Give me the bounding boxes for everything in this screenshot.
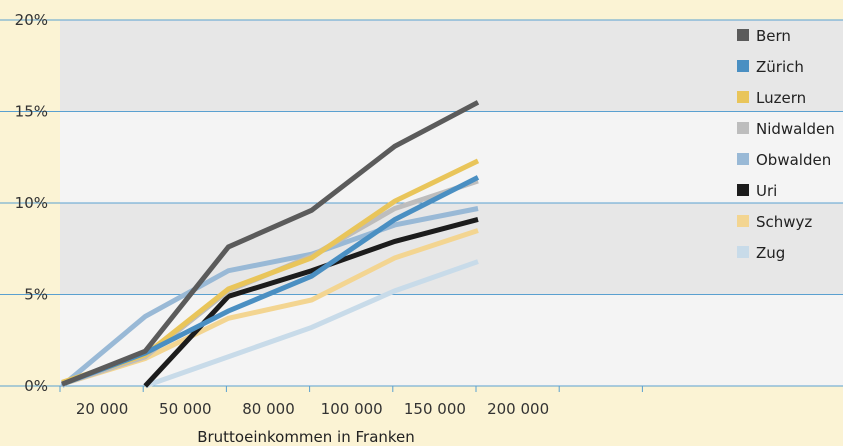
legend-swatch [737,60,749,72]
legend-swatch [737,91,749,103]
legend-label: Obwalden [756,151,831,169]
legend-swatch [737,215,749,227]
y-tick-label: 10% [15,194,48,212]
x-tick-label: 100 000 [321,400,383,418]
background-band [60,20,843,112]
series-line-zug [144,259,479,389]
legend-swatch [737,184,749,196]
x-tick-label: 80 000 [242,400,295,418]
legend-label: Schwyz [756,213,812,231]
y-tick-label: 5% [24,286,48,304]
legend-label: Zug [756,244,785,262]
y-tick-label: 0% [24,377,48,395]
x-tick-label: 50 000 [159,400,212,418]
x-axis-title: Bruttoeinkommen in Franken [197,428,415,446]
legend-label: Luzern [756,89,806,107]
series-line-obwalden [60,206,479,388]
legend-swatch [737,153,749,165]
series-line-bern [61,100,480,387]
legend-label: Uri [756,182,777,200]
legend-label: Nidwalden [756,120,835,138]
x-tick-label: 20 000 [76,400,129,418]
x-tick-label: 200 000 [487,400,549,418]
legend-label: Zürich [756,58,804,76]
legend-swatch [737,246,749,258]
y-tick-label: 15% [15,103,48,121]
y-tick-label: 20% [15,11,48,29]
x-tick-label: 150 000 [404,400,466,418]
legend-label: Bern [756,27,791,45]
background-band [60,203,843,295]
legend-swatch [737,29,749,41]
legend-swatch [737,122,749,134]
